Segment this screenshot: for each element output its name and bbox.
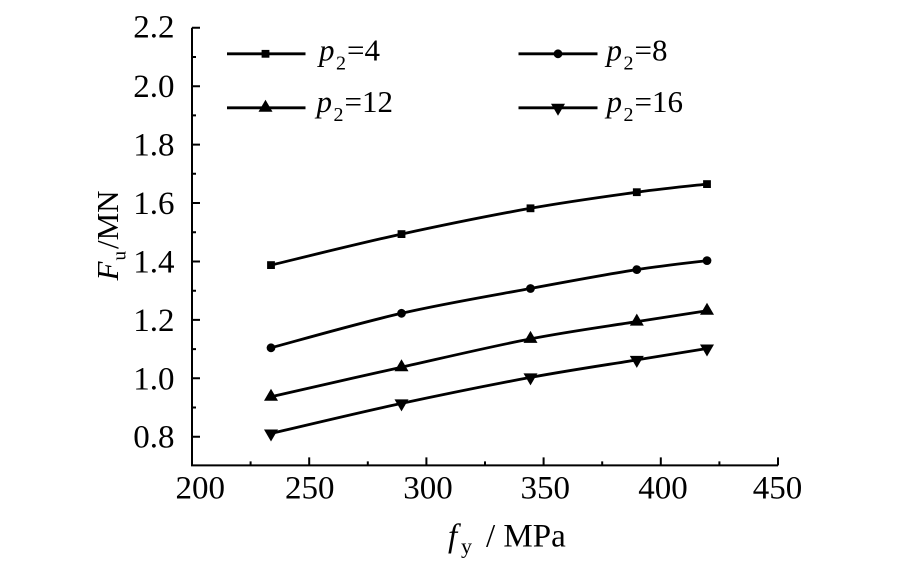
svg-text:2: 2 [334,104,344,126]
svg-text:=16: =16 [635,84,683,119]
svg-text:200: 200 [176,471,226,507]
svg-text:350: 350 [521,471,571,507]
svg-text:p: p [315,84,333,119]
svg-text:1.4: 1.4 [133,245,174,281]
svg-text:=12: =12 [345,84,393,119]
svg-text:p: p [605,84,623,119]
svg-text:1.0: 1.0 [133,361,174,397]
svg-text:1.8: 1.8 [133,128,174,164]
svg-text:300: 300 [403,471,453,507]
svg-text:1.6: 1.6 [133,186,174,222]
svg-text:p: p [605,33,623,68]
svg-text:=4: =4 [347,33,380,68]
svg-text:p: p [317,33,335,68]
svg-text:1.2: 1.2 [133,303,174,339]
svg-text:400: 400 [638,471,688,507]
svg-text:450: 450 [753,471,803,507]
svg-text:2: 2 [336,53,346,75]
svg-text:u: u [110,251,131,261]
svg-text:/MN: /MN [90,190,125,249]
svg-text:/ MPa: / MPa [486,519,566,555]
svg-text:y: y [461,534,472,559]
svg-text:=8: =8 [635,33,668,68]
svg-text:2.2: 2.2 [133,9,174,45]
svg-text:2: 2 [624,104,634,126]
svg-text:2.0: 2.0 [133,69,174,105]
svg-text:250: 250 [285,471,335,507]
svg-text:2: 2 [624,53,634,75]
svg-text:F: F [90,261,125,282]
svg-text:0.8: 0.8 [133,420,174,456]
